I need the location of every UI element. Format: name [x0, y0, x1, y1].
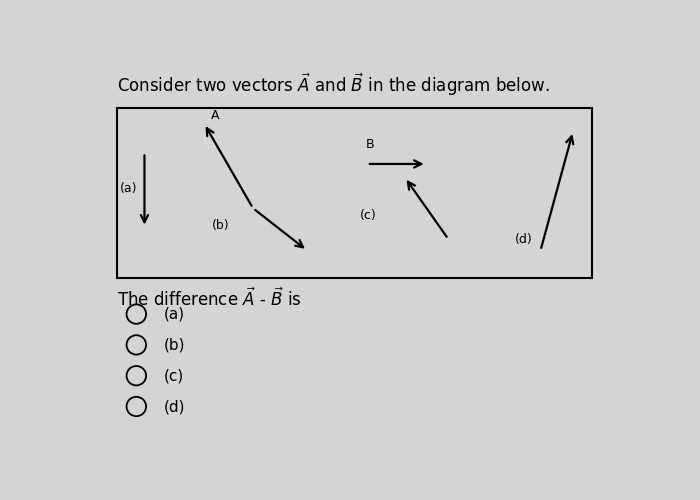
Text: (a): (a): [120, 182, 137, 196]
Text: Consider two vectors $\vec{A}$ and $\vec{B}$ in the diagram below.: Consider two vectors $\vec{A}$ and $\vec…: [118, 72, 550, 98]
Text: A: A: [211, 110, 219, 122]
Text: (c): (c): [360, 210, 377, 222]
Text: The difference $\vec{A}$ - $\vec{B}$ is: The difference $\vec{A}$ - $\vec{B}$ is: [118, 287, 302, 310]
Text: (d): (d): [163, 399, 185, 414]
Text: (b): (b): [163, 338, 185, 352]
Text: (a): (a): [163, 306, 185, 322]
Text: (c): (c): [163, 368, 183, 383]
Text: (b): (b): [211, 219, 229, 232]
Text: B: B: [365, 138, 374, 151]
Bar: [118, 108, 592, 278]
Text: (d): (d): [515, 232, 533, 245]
